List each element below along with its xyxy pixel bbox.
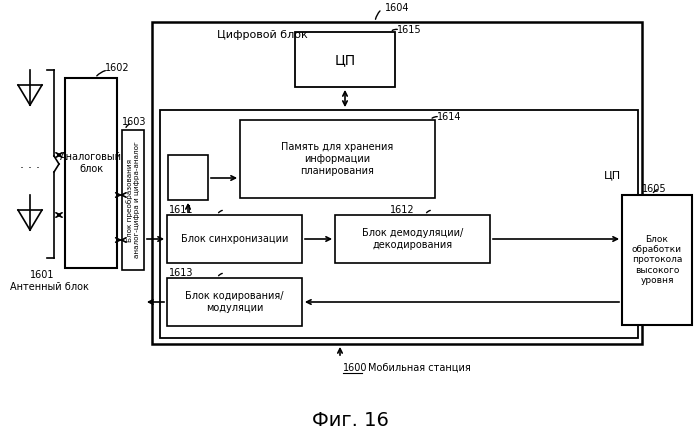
Text: Аналоговый
блок: Аналоговый блок	[60, 152, 122, 174]
Bar	[167, 215, 302, 263]
Text: Блок кодирования/
модуляции: Блок кодирования/ модуляции	[186, 291, 284, 313]
Text: Блок
обработки
протокола
высокого
уровня: Блок обработки протокола высокого уровня	[632, 235, 682, 285]
Text: 1611: 1611	[169, 205, 193, 215]
Text: Фиг. 16: Фиг. 16	[312, 411, 388, 429]
Text: Блок преобразования
аналог-цифра и цифра-аналог: Блок преобразования аналог-цифра и цифра…	[126, 142, 140, 259]
Text: 1605: 1605	[642, 184, 666, 194]
Bar	[622, 195, 692, 325]
Bar	[65, 78, 117, 268]
Text: Цифровой блок: Цифровой блок	[217, 30, 308, 40]
Bar	[335, 215, 490, 263]
Text: Память для хранения
информации
планирования: Память для хранения информации планирова…	[281, 143, 393, 176]
Text: Антенный блок: Антенный блок	[10, 282, 89, 292]
Text: 1603: 1603	[122, 117, 146, 127]
Text: ЦП: ЦП	[335, 53, 356, 67]
Text: 1604: 1604	[385, 3, 410, 13]
Bar	[167, 278, 302, 326]
Text: 1600: 1600	[343, 363, 368, 373]
Text: 1601: 1601	[30, 270, 55, 280]
Bar	[240, 120, 435, 198]
Text: ЦП: ЦП	[603, 170, 621, 180]
Text: · · ·: · · ·	[20, 161, 40, 174]
Text: Блок демодуляции/
декодирования: Блок демодуляции/ декодирования	[362, 228, 463, 250]
Text: 1614: 1614	[437, 112, 461, 122]
Text: 1612: 1612	[390, 205, 414, 215]
Bar	[152, 22, 642, 344]
Bar	[168, 155, 208, 200]
Text: 1615: 1615	[397, 25, 421, 35]
Text: 1613: 1613	[169, 268, 193, 278]
Text: 1602: 1602	[105, 63, 130, 73]
Bar	[122, 130, 144, 270]
Text: Блок синхронизации: Блок синхронизации	[181, 234, 288, 244]
Text: Мобильная станция: Мобильная станция	[368, 363, 470, 373]
Bar	[160, 110, 638, 338]
Bar	[295, 32, 395, 87]
